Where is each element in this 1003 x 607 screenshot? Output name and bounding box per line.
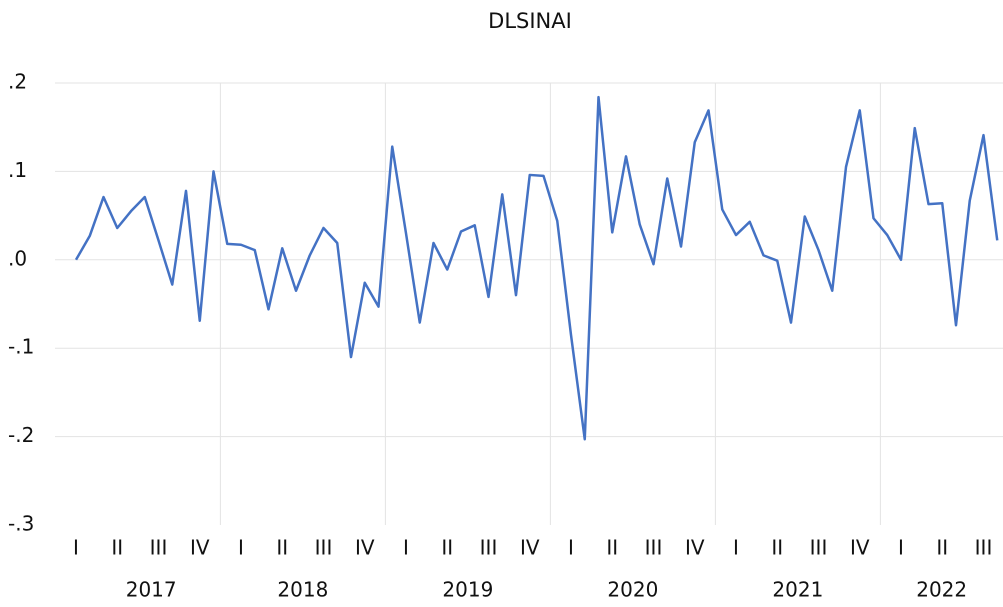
x-tick-label: II — [936, 536, 948, 560]
x-group-label: 2019 — [442, 578, 493, 602]
x-tick-label: I — [568, 536, 574, 560]
x-tick-label: III — [810, 536, 828, 560]
x-tick-label: II — [111, 536, 123, 560]
x-tick-label: III — [645, 536, 663, 560]
x-tick-label: IV — [850, 536, 870, 560]
x-tick-label: III — [975, 536, 993, 560]
y-tick-label: .2 — [8, 70, 27, 94]
x-tick-label: IV — [520, 536, 540, 560]
y-tick-label: -.3 — [8, 512, 34, 536]
x-tick-label: II — [606, 536, 618, 560]
x-tick-label: II — [441, 536, 453, 560]
x-tick-label: I — [898, 536, 904, 560]
x-group-label: 2020 — [607, 578, 658, 602]
x-tick-label: IV — [190, 536, 210, 560]
x-tick-label: I — [73, 536, 79, 560]
x-tick-label: III — [315, 536, 333, 560]
y-tick-label: -.1 — [8, 335, 34, 359]
y-tick-label: .0 — [8, 246, 27, 270]
x-tick-label: I — [733, 536, 739, 560]
x-tick-label: III — [480, 536, 498, 560]
chart-title: DLSINAI — [488, 9, 572, 33]
x-group-label: 2017 — [126, 578, 177, 602]
x-tick-label: II — [771, 536, 783, 560]
x-tick-label: IV — [685, 536, 705, 560]
x-group-label: 2022 — [916, 578, 967, 602]
x-tick-label: II — [276, 536, 288, 560]
x-tick-label: I — [403, 536, 409, 560]
y-tick-label: -.2 — [8, 423, 34, 447]
y-tick-label: .1 — [8, 158, 27, 182]
x-tick-label: IV — [355, 536, 375, 560]
x-tick-label: I — [238, 536, 244, 560]
line — [74, 95, 999, 441]
x-group-label: 2021 — [772, 578, 823, 602]
x-group-label: 2018 — [277, 578, 328, 602]
x-tick-label: III — [150, 536, 168, 560]
